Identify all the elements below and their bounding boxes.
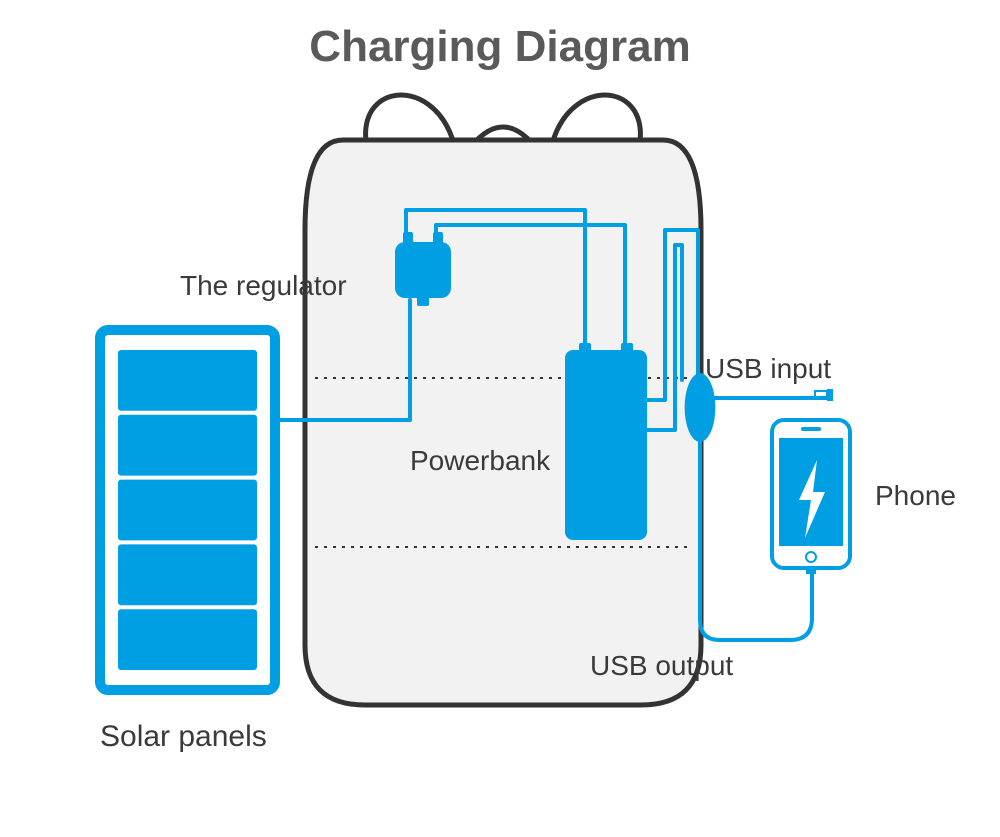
- solar-cell: [118, 609, 257, 670]
- regulator-box: [395, 242, 451, 298]
- solar-cell: [118, 480, 257, 541]
- label-powerbank: Powerbank: [410, 445, 550, 477]
- diagram-svg: [0, 0, 1000, 837]
- solar-cell: [118, 350, 257, 411]
- usb-tip-plug-icon: [827, 389, 833, 401]
- label-usb-output: USB output: [590, 650, 733, 682]
- phone-speaker-icon: [801, 427, 821, 431]
- regulator-prong: [403, 232, 413, 244]
- powerbank-port: [621, 343, 633, 352]
- label-regulator: The regulator: [180, 270, 347, 302]
- label-solar: Solar panels: [100, 720, 267, 754]
- powerbank-body: [565, 350, 647, 540]
- regulator-prong: [433, 232, 443, 244]
- powerbank-port: [579, 343, 591, 352]
- label-phone: Phone: [875, 480, 956, 512]
- label-usb-input: USB input: [705, 353, 831, 385]
- regulator-outlet: [417, 296, 429, 306]
- solar-cell: [118, 544, 257, 605]
- phone-home-icon: [806, 552, 816, 562]
- phone-port-icon: [806, 568, 816, 574]
- diagram-stage: Charging Diagram The regulator Powerbank…: [0, 0, 1000, 837]
- solar-cell: [118, 415, 257, 476]
